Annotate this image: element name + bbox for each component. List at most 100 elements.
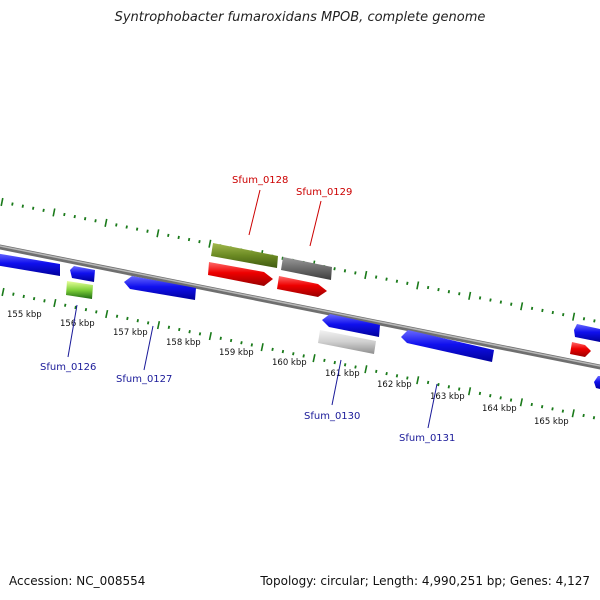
- major-tick: [260, 343, 264, 352]
- gene-arrow-forward[interactable]: [570, 342, 591, 357]
- minor-tick: [177, 235, 180, 240]
- minor-tick: [343, 363, 347, 367]
- minor-tick: [31, 206, 35, 210]
- scale-label: 161 kbp: [325, 369, 360, 379]
- minor-tick: [84, 307, 88, 312]
- scale-label: 160 kbp: [272, 358, 307, 368]
- gene-arrow-reverse[interactable]: [70, 266, 95, 282]
- gene-box-green[interactable]: [66, 281, 93, 299]
- gene-arrow-reverse[interactable]: [401, 330, 494, 362]
- minor-tick: [457, 387, 461, 391]
- gene-box-dark-grey[interactable]: [281, 257, 332, 280]
- minor-tick: [83, 217, 87, 221]
- minor-tick: [115, 223, 118, 227]
- major-tick: [53, 298, 57, 308]
- gene-label-sfum-0128[interactable]: Sfum_0128: [232, 175, 288, 186]
- minor-tick: [281, 256, 284, 260]
- minor-tick: [343, 269, 347, 273]
- minor-tick: [126, 316, 129, 321]
- minor-tick: [12, 292, 15, 296]
- minor-tick: [178, 327, 181, 332]
- minor-tick: [167, 325, 171, 329]
- minor-tick: [540, 405, 544, 409]
- leader-line: [67, 304, 78, 358]
- gene-arrow-forward[interactable]: [277, 276, 327, 297]
- minor-tick: [333, 360, 336, 365]
- scale-label: 162 kbp: [377, 380, 412, 390]
- minor-tick: [551, 407, 554, 411]
- minor-tick: [489, 298, 492, 302]
- label-leaders: [67, 189, 438, 429]
- minor-tick: [593, 319, 596, 323]
- gene-box-light-grey[interactable]: [318, 330, 376, 354]
- minor-tick: [478, 296, 482, 300]
- gene-label-sfum-0127[interactable]: Sfum_0127: [116, 374, 172, 385]
- minor-tick: [561, 409, 565, 413]
- scale-labels: 155 kbp 156 kbp 157 kbp 158 kbp 159 kbp …: [7, 310, 569, 427]
- minor-tick: [135, 227, 139, 231]
- minor-tick: [167, 233, 170, 238]
- minor-tick: [541, 308, 544, 313]
- major-tick: [467, 387, 472, 396]
- leader-line: [427, 383, 438, 429]
- leader-line: [331, 359, 342, 406]
- gene-label-sfum-0126[interactable]: Sfum_0126: [40, 362, 96, 373]
- minor-tick: [281, 349, 285, 354]
- genome-summary-text: Topology: circular; Length: 4,990,251 bp…: [260, 574, 590, 588]
- scale-label: 159 kbp: [219, 348, 254, 358]
- gene-arrow-reverse[interactable]: [322, 314, 380, 337]
- major-tick: [312, 354, 316, 363]
- gene-arrow-forward[interactable]: [208, 262, 273, 286]
- gene-label-sfum-0131[interactable]: Sfum_0131: [399, 433, 455, 444]
- minor-tick: [64, 303, 67, 307]
- minor-tick: [437, 382, 440, 387]
- major-tick: [1, 287, 5, 297]
- minor-tick: [11, 202, 14, 206]
- scale-label: 164 kbp: [482, 404, 517, 414]
- minor-tick: [447, 290, 451, 294]
- major-tick: [468, 291, 472, 300]
- minor-tick: [43, 299, 46, 303]
- scale-label: 163 kbp: [430, 392, 465, 402]
- major-tick: [208, 332, 212, 341]
- gene-arrow-reverse[interactable]: [574, 324, 600, 342]
- genome-backbone: [0, 244, 600, 370]
- minor-tick: [95, 310, 98, 314]
- minor-tick: [146, 321, 150, 325]
- minor-tick: [198, 239, 201, 244]
- major-tick: [572, 312, 576, 321]
- major-tick: [105, 309, 109, 319]
- minor-tick: [21, 204, 24, 208]
- gene-arrow-reverse[interactable]: [0, 253, 60, 276]
- minor-tick: [323, 358, 326, 363]
- minor-tick: [146, 229, 149, 233]
- gene-arrow-reverse[interactable]: [594, 376, 600, 389]
- minor-tick: [198, 332, 202, 336]
- minor-tick: [42, 208, 45, 212]
- major-tick: [156, 321, 161, 330]
- gene-label-sfum-0129[interactable]: Sfum_0129: [296, 187, 352, 198]
- major-tick: [156, 229, 160, 238]
- minor-tick: [187, 237, 191, 242]
- gene-arrow-reverse[interactable]: [124, 276, 196, 300]
- minor-tick: [354, 271, 357, 275]
- accession-text: Accession: NC_008554: [9, 574, 146, 588]
- major-tick: [520, 302, 524, 311]
- minor-tick: [115, 314, 119, 318]
- minor-tick: [426, 285, 430, 290]
- major-tick: [104, 218, 108, 227]
- major-tick: [416, 376, 420, 385]
- minor-tick: [374, 275, 378, 279]
- major-tick: [0, 197, 4, 207]
- gene-label-sfum-0130[interactable]: Sfum_0130: [304, 411, 360, 422]
- major-tick: [364, 270, 368, 280]
- leader-line: [248, 189, 261, 236]
- gene-box-olive[interactable]: [211, 243, 278, 268]
- gene-features[interactable]: [0, 243, 600, 389]
- minor-tick: [437, 287, 440, 292]
- minor-tick: [292, 352, 295, 356]
- minor-tick: [22, 294, 25, 299]
- minor-tick: [375, 369, 378, 374]
- scale-label: 155 kbp: [7, 310, 42, 320]
